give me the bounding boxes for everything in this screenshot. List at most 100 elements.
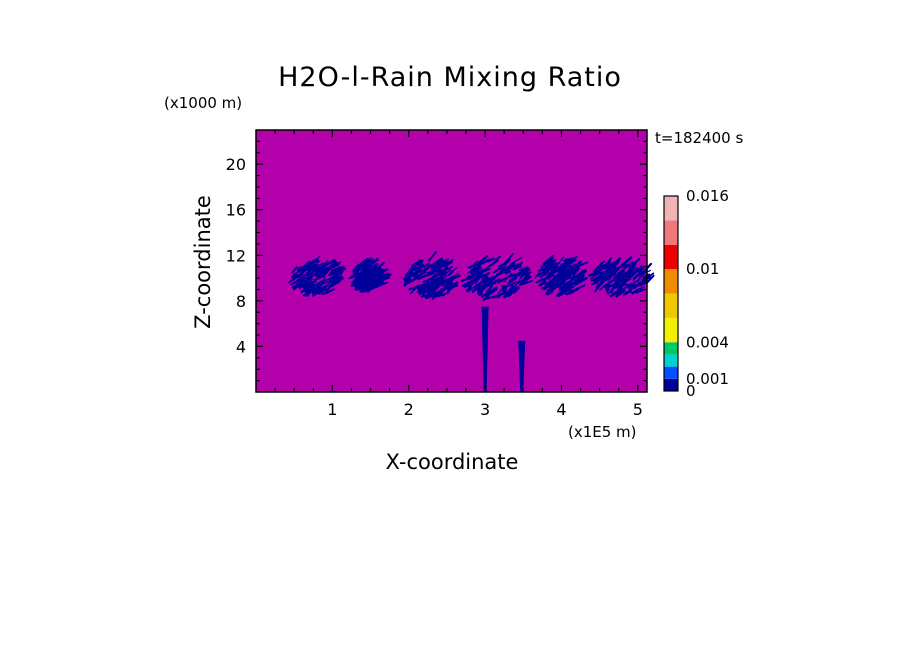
rain-streak	[404, 278, 414, 284]
colorbar: 00.001 0.004 0.01 0.016	[663, 187, 729, 400]
rain-streak	[470, 268, 483, 275]
rain-streak	[297, 266, 303, 270]
rain-streak	[427, 272, 435, 277]
rain-streak	[365, 258, 379, 266]
rain-streak	[623, 290, 630, 296]
y-tick-label: 4	[236, 337, 246, 356]
x-axis-label: X-coordinate	[386, 450, 519, 474]
rain-streak	[470, 265, 482, 275]
rain-streak	[564, 271, 575, 279]
rain-streak	[478, 255, 489, 264]
rain-drip	[627, 284, 634, 294]
rain-streak	[291, 273, 299, 279]
rain-streak	[494, 255, 501, 262]
rain-streak	[492, 270, 499, 274]
rain-streak	[509, 257, 523, 265]
rain-streak	[361, 269, 368, 273]
rain-streak	[375, 268, 384, 274]
rain-streak	[468, 276, 475, 281]
rain-streak	[331, 266, 342, 273]
rain-streak	[630, 265, 643, 277]
rain-streak	[641, 279, 648, 283]
colorbar-tick-label: 0.016	[686, 187, 729, 205]
rain-streak	[557, 268, 568, 274]
y-tick-label: 12	[226, 246, 246, 265]
rain-streak	[494, 265, 506, 272]
rain-streak	[480, 292, 491, 299]
rain-streak	[602, 279, 609, 283]
rain-streak	[312, 270, 320, 277]
rain-streak	[510, 275, 517, 282]
rain-streak	[359, 281, 371, 293]
rain-streak	[465, 273, 474, 280]
rain-streak	[307, 259, 319, 267]
rain-streak	[571, 272, 582, 281]
y-unit-label: (x1000 m)	[164, 94, 242, 112]
rain-streak	[554, 280, 560, 286]
rain-streak	[409, 260, 422, 270]
rain-streak	[622, 256, 633, 267]
rain-region	[402, 251, 461, 300]
rain-streak	[563, 275, 576, 282]
rain-streak	[410, 269, 424, 276]
rain-drip	[604, 284, 611, 294]
rain-streak	[638, 281, 646, 287]
rain-streak	[610, 257, 621, 268]
rain-streak	[437, 267, 450, 275]
rain-streak	[557, 272, 571, 281]
rain-streak	[435, 289, 443, 298]
rain-streak	[540, 266, 548, 271]
rain-streak	[318, 262, 324, 267]
rain-streak	[503, 253, 514, 265]
colorbar-swatch	[664, 354, 678, 367]
rain-streak	[427, 278, 438, 289]
rain-streak	[476, 279, 486, 287]
rain-streak	[418, 275, 428, 281]
rain-streak	[565, 290, 574, 296]
rain-streak	[359, 258, 370, 269]
rain-streak	[467, 283, 474, 288]
rain-streak	[516, 265, 522, 269]
x-tick-label: 2	[404, 400, 414, 419]
rain-streak	[547, 274, 559, 284]
rain-streak	[316, 262, 329, 270]
rain-streak	[306, 292, 311, 298]
rain-streak	[414, 267, 422, 272]
rain-drip	[304, 284, 311, 294]
rain-streak	[424, 294, 436, 300]
rain-streak	[447, 266, 458, 276]
x-axis: 1 2 3 4 5	[274, 130, 643, 419]
rain-streak	[327, 270, 334, 277]
rain-streak	[370, 274, 381, 280]
rain-streak	[540, 265, 553, 276]
rain-streak	[548, 266, 555, 271]
rain-streak	[303, 265, 311, 271]
rain-streak	[464, 284, 471, 289]
rain-streak	[507, 275, 518, 285]
rain-streak	[638, 267, 644, 274]
rain-streak	[593, 278, 599, 283]
rain-streak	[429, 277, 439, 283]
rain-streak	[435, 265, 444, 272]
rain-streak	[484, 275, 495, 282]
rain-streak	[434, 280, 441, 287]
rain-streak	[360, 286, 367, 293]
rain-streak	[591, 281, 599, 286]
rain-streak	[504, 258, 511, 267]
rain-streak	[558, 285, 569, 291]
rain-streak	[632, 272, 642, 280]
chart-title: H2O-l-Rain Mixing Ratio	[278, 62, 622, 93]
rain-streak	[550, 261, 557, 268]
rain-streak	[437, 274, 448, 286]
rain-streak	[481, 272, 490, 280]
y-axis-label: Z-coordinate	[191, 195, 215, 329]
colorbar-swatch	[664, 196, 678, 221]
rain-streak	[559, 256, 565, 262]
rain-streak	[505, 280, 517, 288]
rain-drip	[549, 282, 556, 293]
rain-streak	[487, 288, 498, 297]
rain-drip	[353, 281, 360, 290]
rain-streak	[422, 289, 430, 294]
y-tick-label: 20	[226, 155, 246, 174]
rain-streak	[446, 284, 459, 290]
